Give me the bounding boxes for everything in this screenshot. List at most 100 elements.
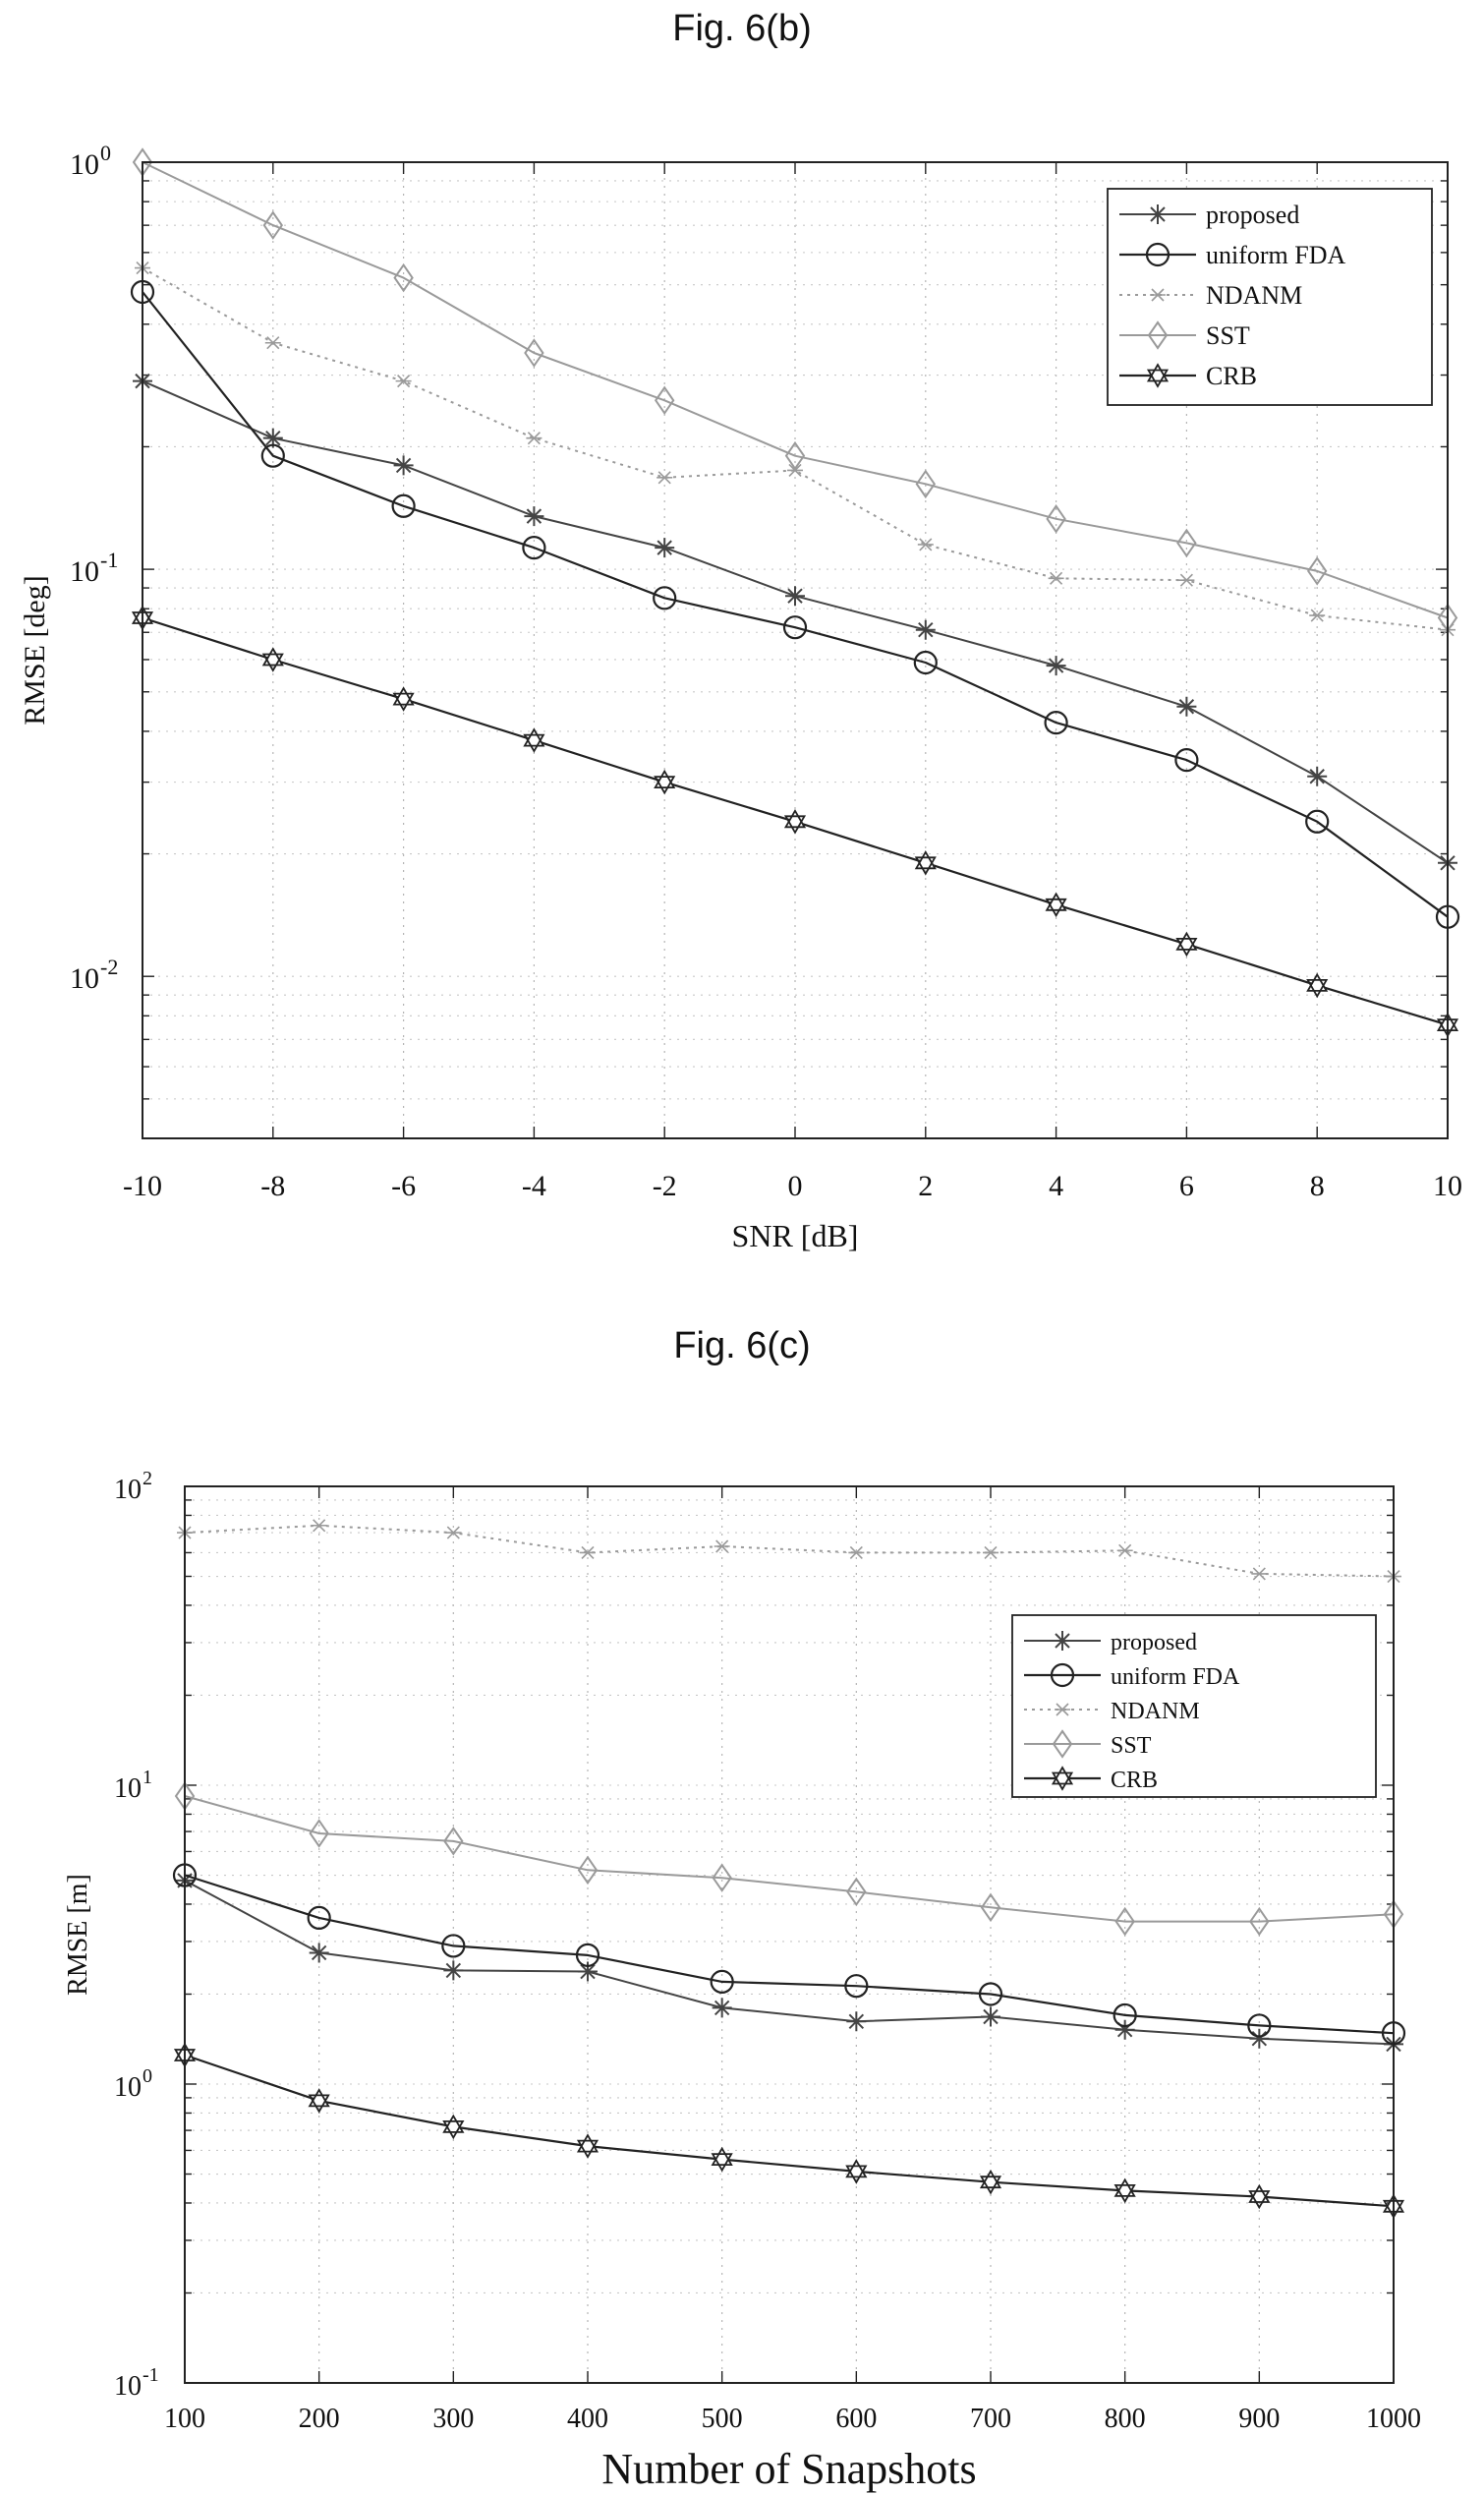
fig6b-ytick-label-exp-2: -2 (100, 955, 118, 979)
fig6c-crb-point-2 (442, 2114, 465, 2140)
fig6c-legend-uniform-fda-label: uniform FDA (1111, 1664, 1240, 1690)
fig6c-crb-point-7-up (1113, 2177, 1136, 2197)
fig6b-uniform-fda-line (142, 291, 1449, 918)
fig6b-proposed-point-7 (1046, 656, 1066, 676)
fig6b-legend-sst-label: SST (1206, 321, 1250, 350)
fig6b-legend-sst-point-marker (1147, 320, 1169, 350)
fig6b-crb-point-9 (1306, 972, 1329, 999)
fig6b-sst-point-5 (784, 440, 806, 471)
fig6c-legend-proposed-point-marker (1053, 1631, 1072, 1651)
fig6c-ytick-label-exp-0: 2 (143, 1468, 152, 1489)
fig6b-ndanm-point-4 (656, 471, 673, 485)
fig6c-crb-point-8-up (1248, 2183, 1271, 2203)
fig6c-uniform-fda-series (172, 1863, 1406, 2046)
fig6c-proposed-point-4 (712, 1998, 732, 2018)
fig6c-ytick-label-3: 10 -1 (114, 2364, 159, 2402)
fig6b-crb-point-8 (1175, 931, 1198, 957)
fig6b-uniform-fda-point-9 (1305, 809, 1330, 834)
fig6b-legend-proposed-point-marker (1148, 204, 1168, 224)
fig6b-uniform-fda-point-1 (260, 443, 285, 468)
fig6b-y-axis-label: RMSE [deg] (19, 575, 51, 725)
fig6b-uniform-fda-point-4 (653, 586, 677, 610)
fig6b-uniform-fda-point-6 (913, 650, 938, 675)
fig6c-uniform-fda-point-8 (1247, 2013, 1272, 2038)
fig6c-sst-point-5 (846, 1877, 867, 1907)
fig6c-proposed-point-5 (846, 2011, 867, 2032)
fig6c-ndanm-point-4 (713, 1539, 730, 1553)
fig6b-uniform-fda-point-5 (782, 615, 808, 640)
fig6c-crb-point-4-up (711, 2146, 733, 2167)
fig6b-crb-point-9-down (1306, 979, 1329, 999)
fig6c-legend-sst-point-marker (1052, 1729, 1073, 1759)
fig6b-xtick-label-9: 8 (1310, 1170, 1325, 1202)
fig6b-proposed-point-8 (1176, 696, 1197, 717)
fig6c-ytick-label-base-2: 10 (114, 2072, 142, 2103)
fig6c-legend-proposed-label: proposed (1111, 1630, 1197, 1655)
fig6c-grid (184, 1485, 1395, 2384)
fig6b-sst-series (132, 147, 1458, 633)
fig6b-uniform-fda-point-7 (1044, 711, 1068, 735)
fig6b-proposed-point-1 (262, 428, 283, 448)
fig6b-legend-ndanm-point-marker (1150, 288, 1166, 302)
fig6c-crb-point-1-down (308, 2094, 330, 2114)
fig6b-sst-point-8 (1176, 528, 1197, 558)
fig6b-xtick-label-0: -10 (123, 1170, 162, 1202)
fig6c-legend-box (1011, 1614, 1377, 1798)
fig6b-ndanm-point-2 (395, 375, 412, 388)
fig6b-crb-point-3-down (523, 733, 545, 753)
fig6c-proposed-point-6 (981, 2006, 1000, 2027)
fig6c-xtick-label-9: 1000 (1366, 2404, 1421, 2434)
fig6c-xtick-label-6: 700 (970, 2404, 1011, 2434)
fig6c-ndanm-point-6 (983, 1545, 999, 1560)
fig6b-ytick-label-base-0: 10 (70, 148, 99, 181)
fig6c-proposed-point-1 (309, 1943, 329, 1963)
fig6b-ytick-label-0: 10 0 (70, 141, 111, 181)
fig6b-ndanm-point-3 (526, 432, 542, 445)
fig6c-legend-crb-point-marker (1051, 1766, 1074, 1791)
fig6c-crb-point-7-down (1113, 2183, 1136, 2204)
fig6c-crb-point-8 (1248, 2183, 1271, 2210)
fig6c-legend: proposed uniform FDA NDANM SST CRB (1011, 1614, 1377, 1798)
fig6c-uniform-fda-point-7 (1113, 2002, 1137, 2028)
fig6c-legend-uniform-fda-point-marker (1050, 1662, 1075, 1688)
fig6b-ytick-label-exp-0: 0 (100, 141, 111, 165)
fig6b-ytick-label-base-1: 10 (70, 555, 99, 588)
fig6c-ytick-label-base-0: 10 (114, 1475, 142, 1505)
fig6b-proposed-point-4 (655, 538, 675, 558)
fig6c-legend-sst-label: SST (1111, 1733, 1152, 1759)
fig6b-xtick-label-2: -6 (391, 1170, 416, 1202)
fig6c-xtick-label-2: 300 (432, 2404, 474, 2434)
fig6b-crb-point-6 (914, 849, 937, 876)
fig6c-ytick-label-0: 10 2 (114, 1468, 152, 1505)
fig6b-uniform-fda-point-3 (522, 536, 546, 560)
fig6c-ytick-label-exp-1: 1 (143, 1767, 152, 1788)
fig6b-ndanm-line (142, 266, 1449, 631)
fig6c-ndanm-point-1 (311, 1519, 327, 1533)
fig6c-legend-ndanm-point-marker (1055, 1703, 1070, 1716)
fig6b-xtick-label-10: 10 (1433, 1170, 1462, 1202)
fig6c-crb-point-1 (308, 2088, 330, 2114)
fig6c-uniform-fda-point-1 (307, 1905, 331, 1930)
fig6c-ndanm-series (177, 1519, 1401, 1584)
fig6c-xtick-label-4: 500 (702, 2404, 743, 2434)
fig6b-legend-crb-point-marker (1146, 363, 1170, 388)
fig6c-proposed-line (184, 1880, 1395, 2046)
fig6c-crb-point-7 (1113, 2177, 1136, 2204)
figure-title-6c: Fig. 6(c) (673, 1325, 811, 1366)
fig6c-crb-point-5 (845, 2159, 868, 2184)
fig6b-legend-ndanm-label: NDANM (1206, 281, 1302, 310)
fig6b-uniform-fda-series (130, 279, 1460, 929)
fig6b-uniform-fda-point-2 (391, 493, 416, 518)
fig6c-uniform-fda-point-5 (844, 1974, 869, 1999)
fig6c-proposed-point-7 (1114, 2019, 1135, 2040)
fig6c-ytick-label-base-1: 10 (114, 1773, 142, 1804)
fig6c-uniform-fda-point-2 (441, 1934, 466, 1958)
fig6b-legend-crb-point-marker-down (1146, 369, 1170, 388)
fig6b-xtick-label-3: -4 (522, 1170, 546, 1202)
fig6c-axes-box (184, 1485, 1395, 2384)
fig6b-crb-point-8-down (1175, 938, 1198, 957)
fig6c-xtick-label-5: 600 (835, 2404, 877, 2434)
fig6c-crb-point-5-down (845, 2165, 868, 2184)
fig6c-uniform-fda-point-6 (978, 1982, 1003, 2006)
